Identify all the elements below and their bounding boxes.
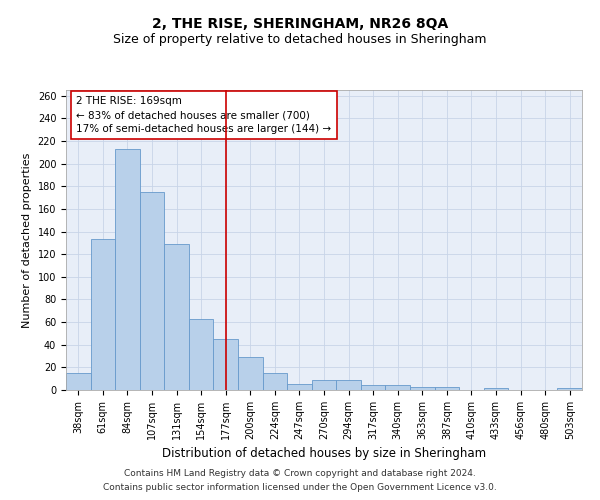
Bar <box>115 149 140 390</box>
Bar <box>484 388 508 390</box>
Bar <box>410 386 434 390</box>
Bar <box>434 386 459 390</box>
Bar <box>91 240 115 390</box>
Bar <box>263 373 287 390</box>
Bar <box>189 318 214 390</box>
Bar <box>312 380 336 390</box>
X-axis label: Distribution of detached houses by size in Sheringham: Distribution of detached houses by size … <box>162 448 486 460</box>
Text: Contains public sector information licensed under the Open Government Licence v3: Contains public sector information licen… <box>103 484 497 492</box>
Text: Size of property relative to detached houses in Sheringham: Size of property relative to detached ho… <box>113 32 487 46</box>
Bar <box>336 380 361 390</box>
Text: 2, THE RISE, SHERINGHAM, NR26 8QA: 2, THE RISE, SHERINGHAM, NR26 8QA <box>152 18 448 32</box>
Bar <box>557 388 582 390</box>
Bar <box>164 244 189 390</box>
Bar <box>214 339 238 390</box>
Y-axis label: Number of detached properties: Number of detached properties <box>22 152 32 328</box>
Bar <box>140 192 164 390</box>
Text: 2 THE RISE: 169sqm
← 83% of detached houses are smaller (700)
17% of semi-detach: 2 THE RISE: 169sqm ← 83% of detached hou… <box>76 96 331 134</box>
Bar <box>385 386 410 390</box>
Bar <box>238 357 263 390</box>
Bar <box>361 386 385 390</box>
Text: Contains HM Land Registry data © Crown copyright and database right 2024.: Contains HM Land Registry data © Crown c… <box>124 468 476 477</box>
Bar <box>66 373 91 390</box>
Bar <box>287 384 312 390</box>
